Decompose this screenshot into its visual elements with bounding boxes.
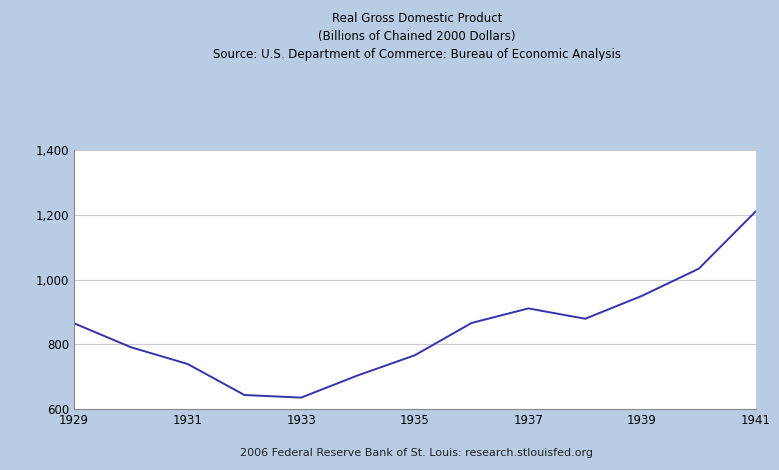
Text: 2006 Federal Reserve Bank of St. Louis: research.stlouisfed.org: 2006 Federal Reserve Bank of St. Louis: … <box>240 448 594 458</box>
Text: Real Gross Domestic Product
(Billions of Chained 2000 Dollars)
Source: U.S. Depa: Real Gross Domestic Product (Billions of… <box>213 12 621 61</box>
